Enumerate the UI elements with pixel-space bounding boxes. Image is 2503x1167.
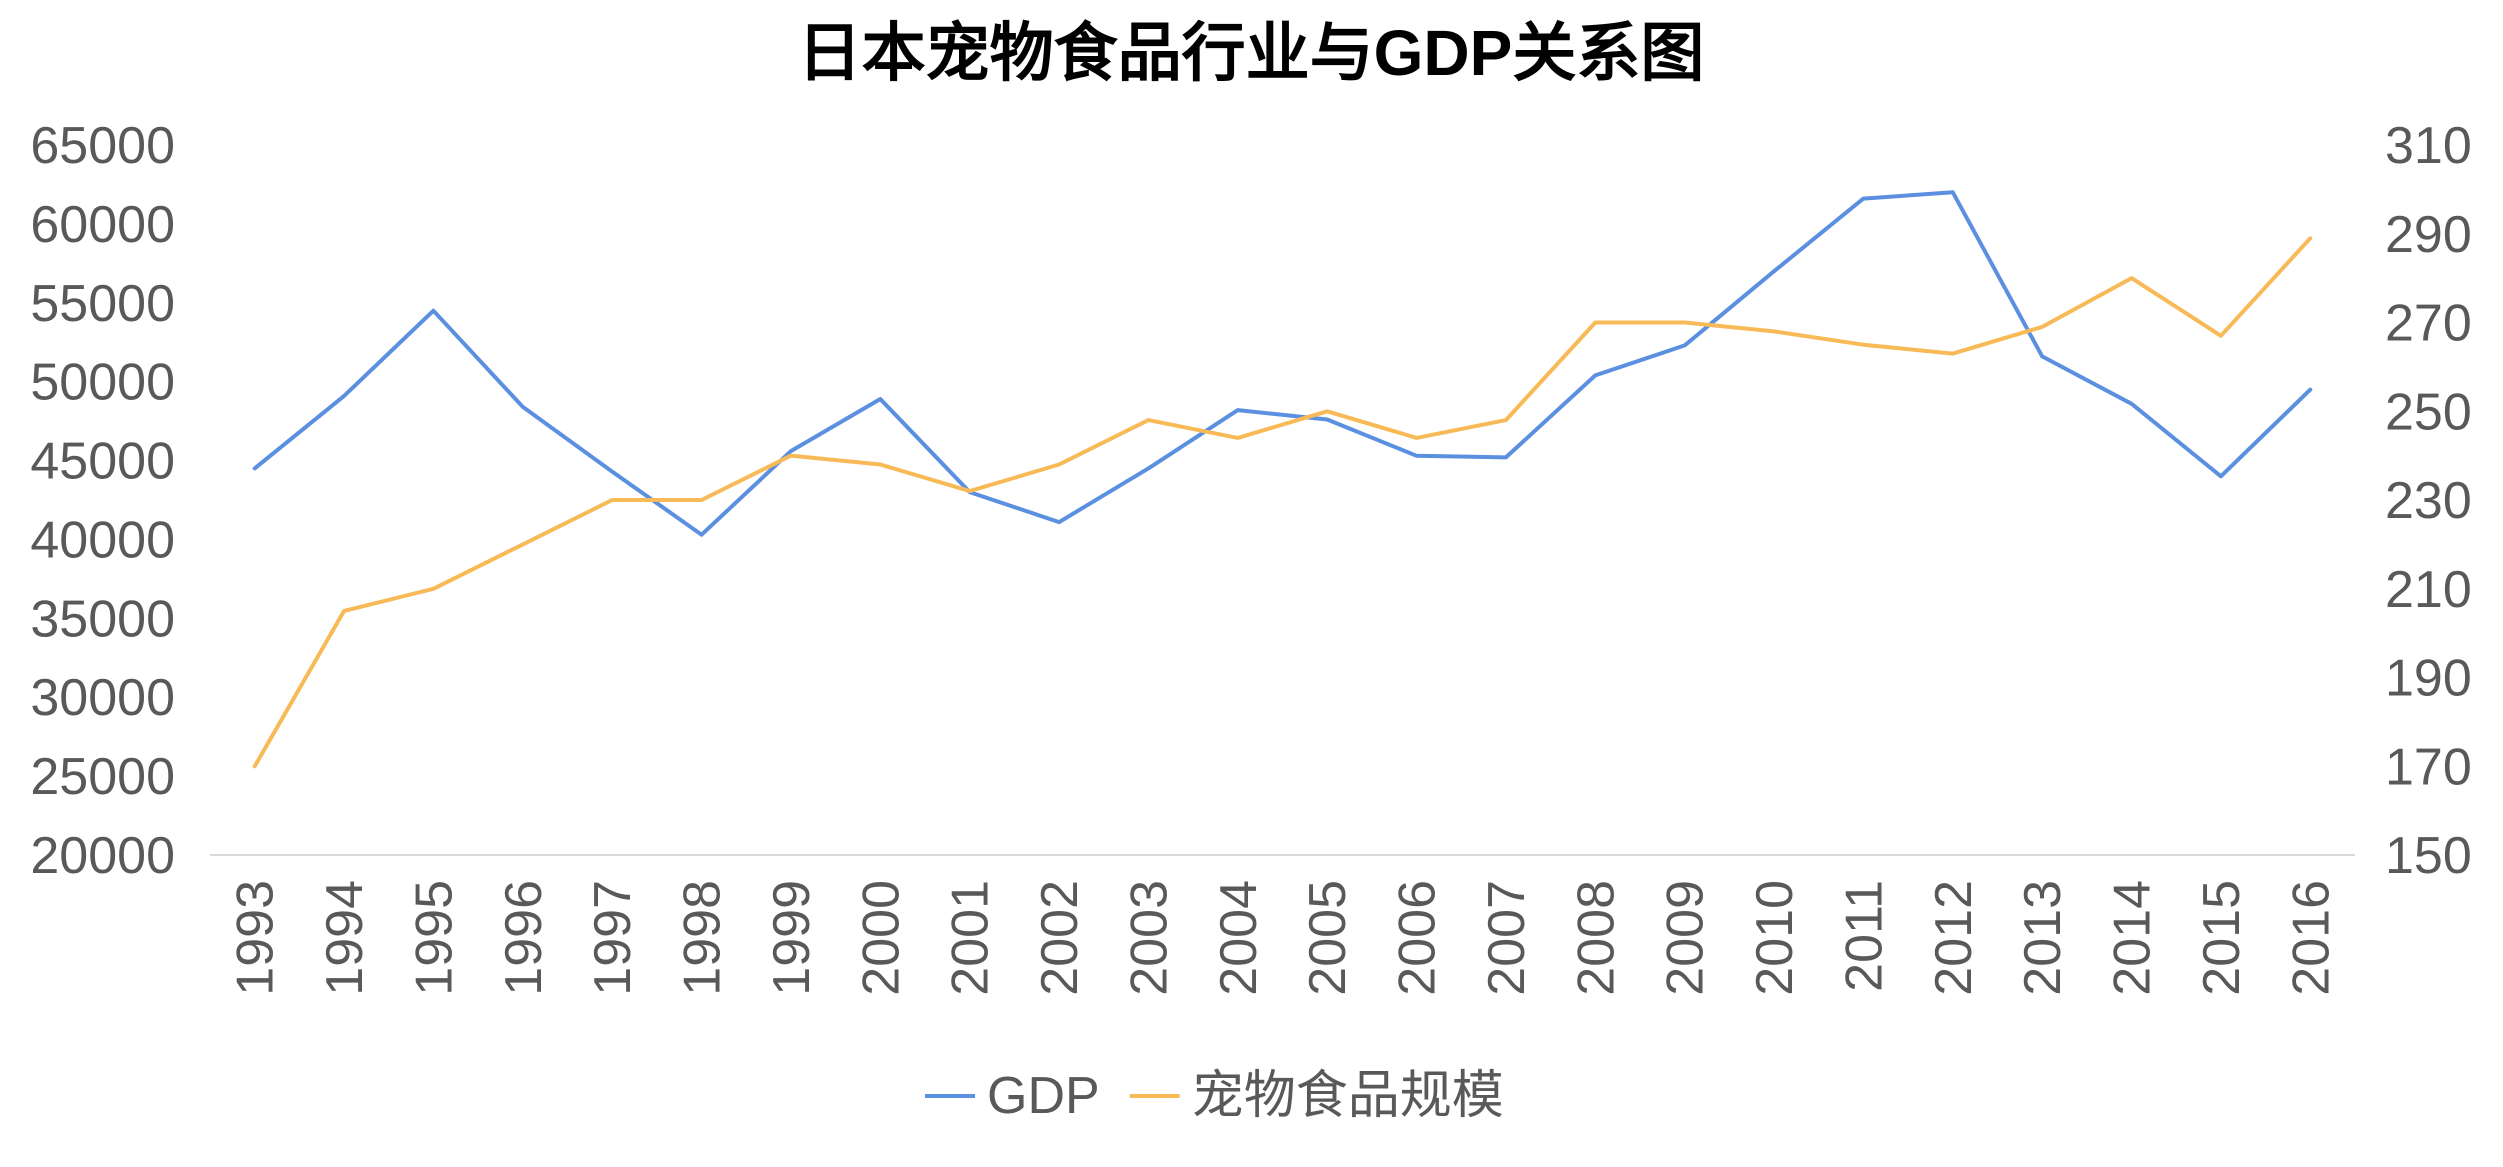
y-right-tick-label: 190 xyxy=(2385,650,2472,708)
x-tick-label: 2015 xyxy=(2193,880,2251,996)
legend: GDP 宠物食品规模 xyxy=(925,1067,1504,1125)
y-left-tick-label: 35000 xyxy=(30,590,175,648)
y-right-tick-label: 170 xyxy=(2385,738,2472,796)
x-tick-label: 2010 xyxy=(1746,880,1804,996)
series-lines xyxy=(252,190,2313,769)
y-axis-left-ticks: 20000 25000 30000 35000 40000 45000 50000 55000… xyxy=(30,117,175,885)
y-right-tick-label: 150 xyxy=(2385,827,2472,885)
x-tick-label: 2006 xyxy=(1389,880,1447,996)
x-tick-label: 2004 xyxy=(1210,880,1268,996)
y-left-tick-label: 25000 xyxy=(30,748,175,806)
legend-label-0: GDP xyxy=(987,1067,1100,1125)
y-right-tick-label: 250 xyxy=(2385,383,2472,441)
y-right-tick-label: 270 xyxy=(2385,295,2472,353)
y-right-tick-label: 310 xyxy=(2385,117,2472,175)
x-tick-label: 1993 xyxy=(227,880,285,996)
x-tick-label: 2007 xyxy=(1478,880,1536,996)
x-tick-label: 1999 xyxy=(763,880,821,996)
y-right-tick-label: 290 xyxy=(2385,206,2472,264)
x-tick-label: 2005 xyxy=(1299,880,1357,996)
y-right-tick-label: 230 xyxy=(2385,472,2472,530)
x-tick-label: 1997 xyxy=(584,880,642,996)
y-left-tick-label: 55000 xyxy=(30,275,175,333)
x-tick-label: 2016 xyxy=(2282,880,2340,996)
y-left-tick-label: 65000 xyxy=(30,117,175,175)
x-tick-label: 2009 xyxy=(1657,880,1715,996)
x-tick-label: 2012 xyxy=(1925,880,1983,996)
legend-label-1: 宠物食品规模 xyxy=(1192,1067,1504,1125)
y-left-tick-label: 45000 xyxy=(30,433,175,491)
y-right-tick-label: 210 xyxy=(2385,561,2472,619)
y-left-tick-label: 20000 xyxy=(30,827,175,885)
x-tick-label: 2008 xyxy=(1567,880,1625,996)
y-axis-right-ticks: 150 170 190 210 230 250 270 290 310 xyxy=(2385,117,2472,885)
x-axis-ticks: 1993 1994 1995 1996 1997 1998 1999 2000 2001 2002… xyxy=(227,880,2341,996)
x-tick-label: 2014 xyxy=(2104,880,2162,996)
x-tick-label: 2000 xyxy=(852,880,910,996)
y-left-tick-label: 60000 xyxy=(30,196,175,254)
y-left-tick-label: 40000 xyxy=(30,511,175,569)
x-tick-label: 2013 xyxy=(2014,880,2072,996)
x-tick-label: 1995 xyxy=(405,880,463,996)
series-line-0 xyxy=(252,190,2313,537)
y-left-tick-label: 30000 xyxy=(30,669,175,727)
series-line-1 xyxy=(252,236,2313,769)
y-left-tick-label: 50000 xyxy=(30,354,175,412)
x-tick-label: 2011 xyxy=(1835,880,1893,992)
x-tick-label: 2001 xyxy=(942,880,1000,996)
x-tick-label: 2002 xyxy=(1031,880,1089,996)
x-tick-label: 1998 xyxy=(674,880,732,996)
chart-title: 日本宠物食品行业与GDP关系图 xyxy=(798,17,1705,89)
x-tick-label: 1994 xyxy=(316,880,374,996)
x-tick-label: 2003 xyxy=(1120,880,1178,996)
x-tick-label: 1996 xyxy=(495,880,553,996)
